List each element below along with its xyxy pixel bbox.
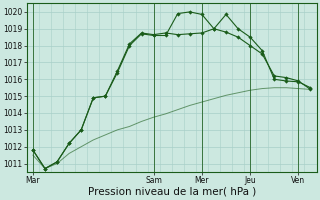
X-axis label: Pression niveau de la mer( hPa ): Pression niveau de la mer( hPa ) [88, 187, 256, 197]
